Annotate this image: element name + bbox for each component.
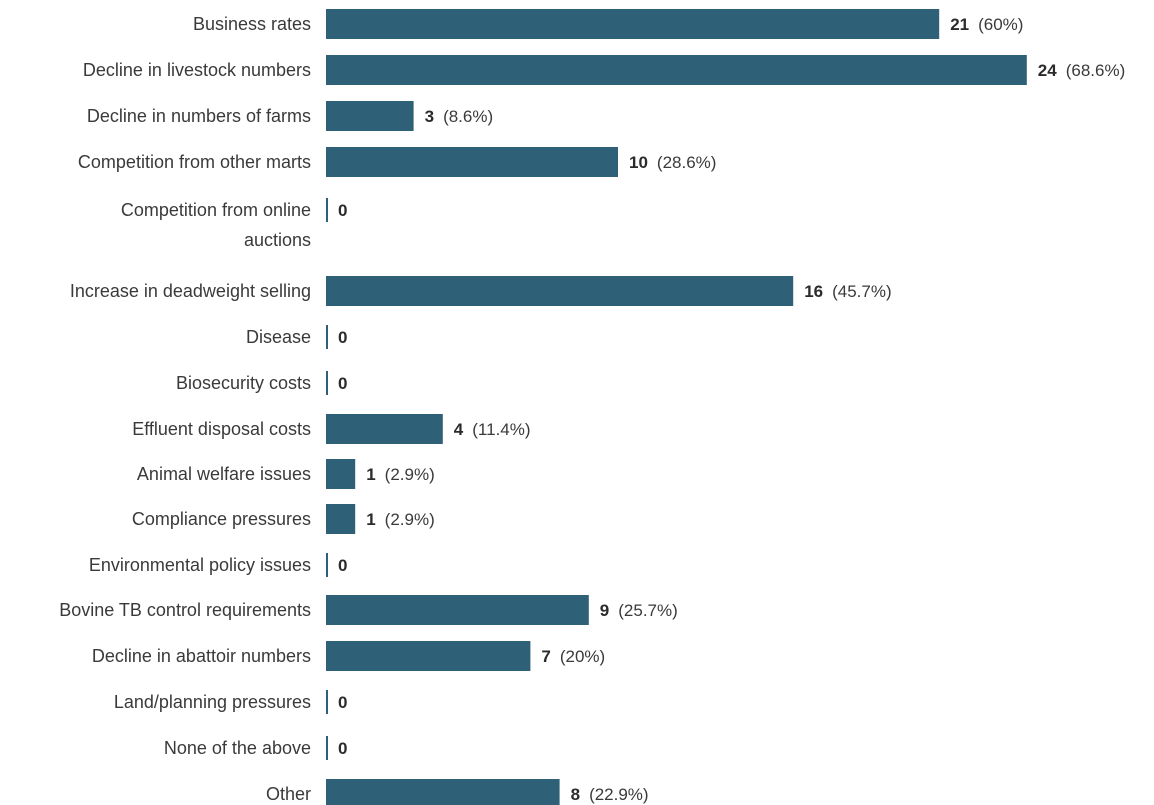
category-label: Decline in abattoir numbers [92, 646, 311, 666]
data-label-percent: (11.4%) [472, 420, 530, 439]
data-label: 7 (20%) [541, 647, 605, 666]
data-label-percent: (22.9%) [589, 785, 649, 804]
data-label-percent: (20%) [560, 647, 605, 666]
category-label: auctions [244, 230, 311, 250]
data-label-count: 1 [366, 465, 375, 484]
data-label-percent: (25.7%) [618, 601, 678, 620]
data-label: 0 [338, 739, 347, 758]
data-label-percent: (2.9%) [385, 465, 435, 484]
category-label: Effluent disposal costs [132, 419, 311, 439]
data-label-count: 8 [571, 785, 580, 804]
data-label: 10 (28.6%) [629, 153, 716, 172]
data-label-count: 16 [804, 282, 823, 301]
bar [326, 595, 589, 625]
bar [326, 459, 356, 489]
data-label: 9 (25.7%) [600, 601, 678, 620]
data-label-count: 3 [425, 107, 434, 126]
data-label-count: 21 [950, 15, 969, 34]
data-label: 24 (68.6%) [1038, 61, 1125, 80]
data-label-count: 1 [366, 510, 375, 529]
data-label: 0 [338, 693, 347, 712]
data-label: 0 [338, 556, 347, 575]
category-label: Competition from other marts [78, 152, 311, 172]
category-label: Biosecurity costs [176, 373, 311, 393]
category-label: Competition from online [121, 200, 311, 220]
category-label: None of the above [164, 738, 311, 758]
data-label: 0 [338, 328, 347, 347]
data-label: 16 (45.7%) [804, 282, 891, 301]
bar [326, 9, 940, 39]
data-label: 21 (60%) [950, 15, 1023, 34]
data-label-percent: (68.6%) [1066, 61, 1126, 80]
data-label: 8 (22.9%) [571, 785, 649, 804]
data-label-count: 9 [600, 601, 609, 620]
bar [326, 779, 560, 805]
zero-bar [326, 198, 328, 222]
bar [326, 276, 794, 306]
data-label-count: 0 [338, 556, 347, 575]
bar [326, 55, 1027, 85]
zero-bar [326, 553, 328, 577]
data-label: 0 [338, 201, 347, 220]
data-label-count: 7 [541, 647, 550, 666]
category-label: Disease [246, 327, 311, 347]
data-label-count: 0 [338, 739, 347, 758]
bar [326, 504, 356, 534]
data-label: 3 (8.6%) [425, 107, 494, 126]
category-label: Environmental policy issues [89, 555, 311, 575]
data-label: 1 (2.9%) [366, 510, 435, 529]
category-label: Land/planning pressures [114, 692, 311, 712]
category-label: Bovine TB control requirements [59, 600, 311, 620]
data-label-count: 0 [338, 201, 347, 220]
data-label-count: 4 [454, 420, 464, 439]
zero-bar [326, 690, 328, 714]
data-label-count: 0 [338, 328, 347, 347]
zero-bar [326, 325, 328, 349]
data-label-percent: (60%) [978, 15, 1023, 34]
data-label-percent: (8.6%) [443, 107, 493, 126]
category-label: Increase in deadweight selling [70, 281, 311, 301]
category-label: Compliance pressures [132, 509, 311, 529]
category-label: Decline in numbers of farms [87, 106, 311, 126]
data-label: 1 (2.9%) [366, 465, 435, 484]
category-label: Decline in livestock numbers [83, 60, 311, 80]
category-label: Animal welfare issues [137, 464, 311, 484]
data-label-percent: (2.9%) [385, 510, 435, 529]
data-label-count: 0 [338, 374, 347, 393]
category-label: Other [266, 784, 311, 804]
zero-bar [326, 371, 328, 395]
data-label: 4 (11.4%) [454, 420, 531, 439]
bar [326, 414, 443, 444]
data-label-count: 24 [1038, 61, 1057, 80]
category-label: Business rates [193, 14, 311, 34]
bar [326, 641, 531, 671]
data-label-count: 0 [338, 693, 347, 712]
data-label-percent: (45.7%) [832, 282, 892, 301]
data-label-percent: (28.6%) [657, 153, 717, 172]
data-label-count: 10 [629, 153, 648, 172]
bar [326, 147, 618, 177]
zero-bar [326, 736, 328, 760]
data-label: 0 [338, 374, 347, 393]
bar [326, 101, 414, 131]
